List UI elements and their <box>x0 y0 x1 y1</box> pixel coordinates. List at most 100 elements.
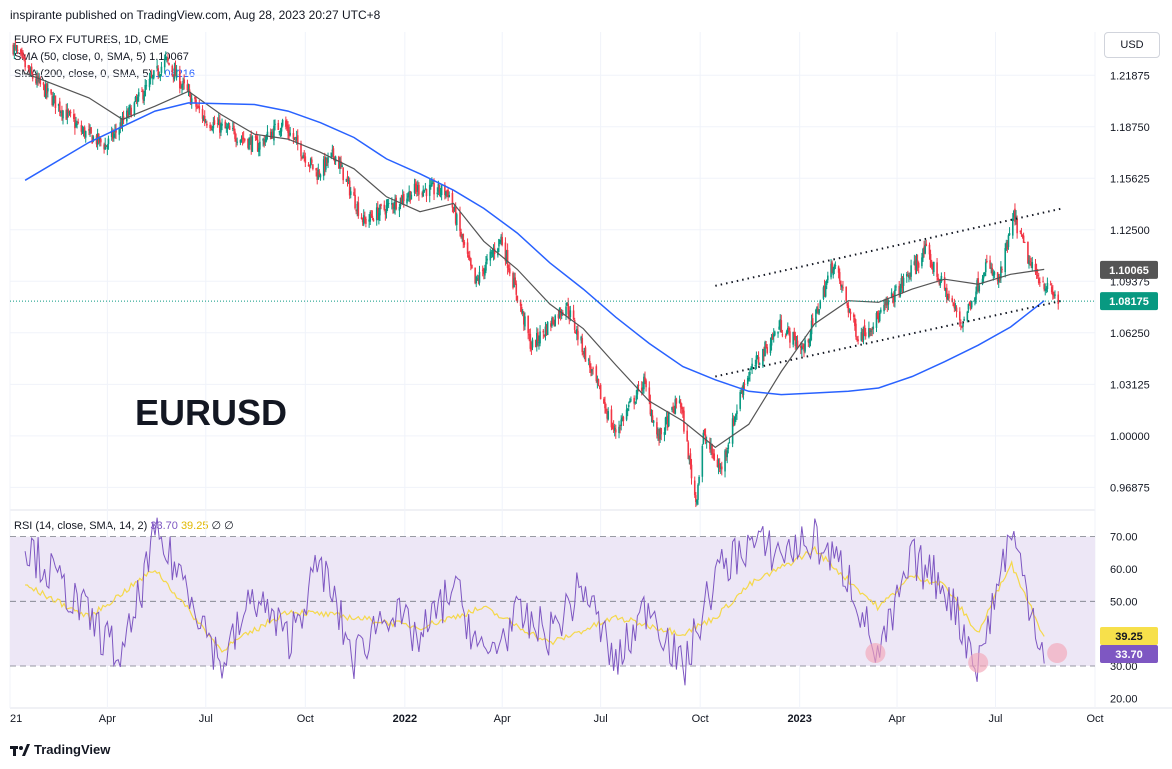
candle-body <box>581 338 584 353</box>
candle-body <box>142 90 144 100</box>
candle-body <box>696 499 698 504</box>
candle-body <box>115 129 117 133</box>
candle-body <box>399 197 402 207</box>
candle-body <box>345 178 348 182</box>
symbol-legend[interactable]: EURO FX FUTURES, 1D, CME <box>14 34 169 46</box>
candle-body <box>629 400 631 403</box>
candle-body <box>272 131 274 139</box>
candle-body <box>1034 264 1037 273</box>
candle-body <box>1042 281 1044 283</box>
candle-body <box>824 285 827 297</box>
sma50-axis-badge <box>1100 260 1158 279</box>
price-tick-label: 1.18750 <box>1110 122 1150 134</box>
sma50-legend[interactable]: SMA (50, close, 0, SMA, 5) 1.10067 <box>14 51 189 63</box>
candle-body <box>565 306 567 316</box>
candle-body <box>876 312 879 318</box>
candle-body <box>35 78 37 84</box>
rsi-label: RSI (14, close, SMA, 14, 2) <box>14 520 148 532</box>
candle-body <box>817 308 819 312</box>
candle-body <box>247 139 249 148</box>
rsi-ma-badge <box>1100 627 1158 646</box>
channel-lower-line <box>715 299 1063 378</box>
candle-body <box>106 145 109 150</box>
candle-body <box>424 188 427 190</box>
candle-body <box>837 266 840 273</box>
candle-body <box>47 88 49 92</box>
candle-body <box>454 207 457 224</box>
candle-body <box>150 75 153 77</box>
price-tick-label: 1.15625 <box>1110 173 1150 185</box>
candle-body <box>202 116 205 121</box>
candle-body <box>175 69 178 78</box>
sma50-label: SMA (50, close, 0, SMA, 5) <box>14 51 147 63</box>
candle-body <box>163 58 166 68</box>
candle-body <box>890 292 893 298</box>
rsi-tick-label: 30.00 <box>1110 661 1138 673</box>
candle-body <box>786 328 789 333</box>
rsi-legend[interactable]: RSI (14, close, SMA, 14, 2) 33.70 39.25 … <box>14 519 234 532</box>
candle-body <box>1036 275 1039 277</box>
candle-body <box>1000 266 1002 279</box>
candle-body <box>65 109 68 120</box>
candle-body <box>969 302 972 309</box>
candle-body <box>158 74 161 77</box>
candle-body <box>224 121 227 129</box>
candle-body <box>929 253 932 267</box>
candle-body <box>822 287 825 299</box>
candle-body <box>380 204 382 206</box>
candle-body <box>1004 248 1007 273</box>
candle-body <box>1008 233 1011 236</box>
candle-body <box>213 120 216 125</box>
candle-body <box>590 366 592 373</box>
candle-body <box>515 283 518 295</box>
candle-body <box>27 65 30 68</box>
rsi-ma-value: 39.25 <box>180 520 209 532</box>
candle-body <box>402 194 405 202</box>
rsi-tick-label: 60.00 <box>1110 564 1138 576</box>
candle-body <box>834 265 837 267</box>
candle-body <box>687 442 690 460</box>
candle-body <box>611 425 614 429</box>
candle-body <box>417 185 419 191</box>
candle-body <box>825 280 828 285</box>
candle-body <box>780 320 783 333</box>
candle-body <box>544 326 547 336</box>
candle-body <box>362 215 365 225</box>
candle-body <box>378 213 380 221</box>
candle-body <box>490 252 493 254</box>
currency-button[interactable]: USD <box>1104 32 1160 58</box>
candle-body <box>530 347 533 350</box>
candle-body <box>796 340 799 348</box>
candle-body <box>766 347 769 353</box>
candle-body <box>664 417 667 431</box>
candle-body <box>831 262 833 273</box>
candle-body <box>895 286 897 288</box>
candle-body <box>643 376 645 390</box>
candle-body <box>666 415 669 428</box>
rsi-ma-axis-label: 39.25 <box>1115 631 1143 643</box>
candle-body <box>705 441 708 443</box>
candle-body <box>309 158 312 166</box>
candle-body <box>194 96 196 100</box>
symbol-label: EURO FX FUTURES, 1D, CME <box>14 34 169 46</box>
candle-body <box>546 322 549 335</box>
candle-body <box>886 299 889 306</box>
time-tick-label: Jul <box>594 713 608 725</box>
candle-body <box>802 345 804 348</box>
candle-body <box>277 123 280 131</box>
candle-body <box>371 215 374 218</box>
tradingview-footer[interactable]: TradingView <box>10 742 110 757</box>
candle-body <box>758 363 761 365</box>
candle-body <box>702 432 705 445</box>
candle-body <box>453 207 456 211</box>
candle-body <box>235 138 237 142</box>
candle-body <box>20 49 22 53</box>
candle-body <box>937 277 939 280</box>
candle-body <box>22 52 24 57</box>
candle-body <box>690 464 693 479</box>
candle-body <box>44 84 47 99</box>
candle-body <box>833 265 836 270</box>
candle-body <box>242 137 245 140</box>
candle-body <box>901 276 904 289</box>
